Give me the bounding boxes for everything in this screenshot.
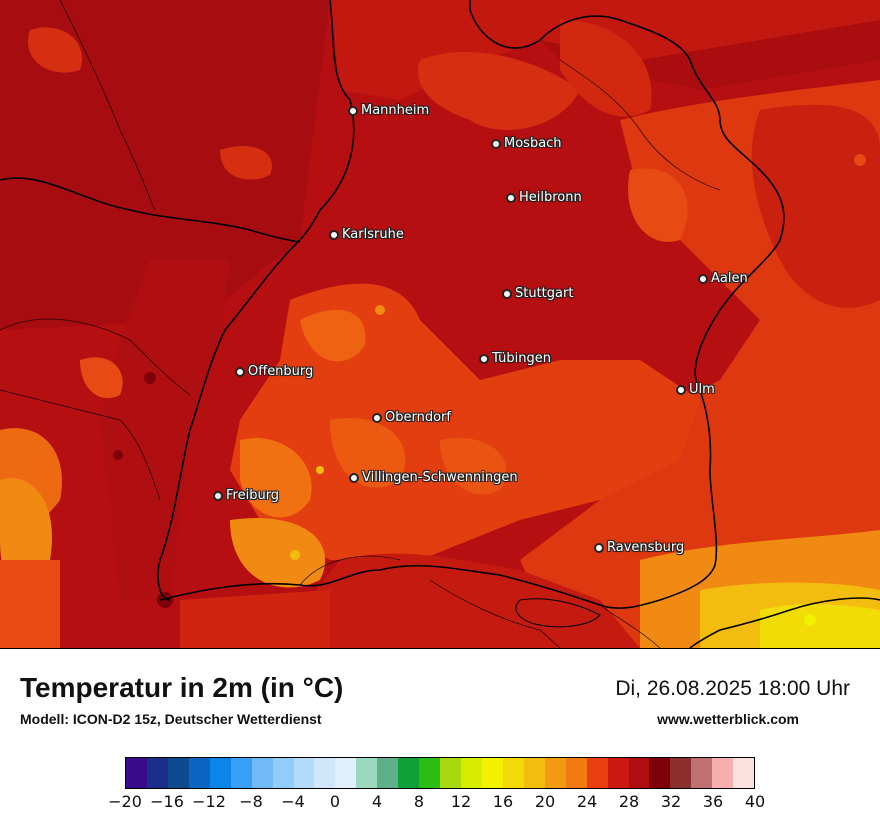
legend-swatch: [649, 758, 671, 788]
legend-tick-label: 36: [702, 792, 724, 811]
legend-swatch: [481, 758, 503, 788]
legend-tick-label: −8: [239, 792, 263, 811]
legend-tick-label: 24: [576, 792, 598, 811]
city-dot-icon: [491, 138, 501, 149]
legend-swatch: [293, 758, 315, 788]
temperature-map: Mannheim Mosbach Heilbronn Karlsruhe Aal…: [0, 0, 880, 649]
city-label: Oberndorf: [385, 410, 451, 425]
forecast-datetime: Di, 26.08.2025 18:00 Uhr: [615, 677, 850, 700]
city-dot-icon: [213, 490, 223, 501]
temperature-field: [0, 0, 880, 648]
legend-swatch: [335, 758, 357, 788]
legend-swatch: [126, 758, 147, 788]
city-dot-icon: [372, 412, 382, 423]
city-label: Tübingen: [492, 351, 551, 366]
legend-swatch: [272, 758, 294, 788]
city-label: Ravensburg: [607, 540, 685, 555]
city-dot-icon: [349, 472, 359, 483]
city-marker-ulm: Ulm: [676, 382, 715, 397]
legend-tick-label: 28: [618, 792, 640, 811]
legend-tick-label: 12: [450, 792, 472, 811]
model-source: Modell: ICON-D2 15z, Deutscher Wetterdie…: [20, 711, 322, 727]
city-label: Heilbronn: [519, 190, 582, 205]
city-dot-icon: [698, 273, 708, 284]
legend-swatch: [607, 758, 629, 788]
city-marker-freiburg: Freiburg: [213, 488, 279, 503]
legend-swatch: [586, 758, 608, 788]
website-credit: www.wetterblick.com: [657, 711, 799, 727]
city-label: Freiburg: [226, 488, 280, 503]
legend-tick-label: −4: [281, 792, 305, 811]
legend-swatch: [188, 758, 210, 788]
legend-swatch: [419, 758, 441, 788]
legend-swatch: [209, 758, 231, 788]
city-label: Ulm: [689, 382, 715, 397]
legend-tick-label: −16: [150, 792, 184, 811]
city-label: Stuttgart: [515, 286, 574, 301]
city-marker-oberndorf: Oberndorf: [372, 410, 451, 425]
city-dot-icon: [506, 192, 516, 203]
city-dot-icon: [502, 288, 512, 299]
legend-tick-label: 0: [329, 792, 341, 811]
legend-swatch: [461, 758, 482, 788]
legend-tick-label: −12: [192, 792, 226, 811]
legend-swatch: [230, 758, 252, 788]
city-label: Mosbach: [504, 136, 562, 151]
legend-swatch: [146, 758, 168, 788]
legend-swatch: [691, 758, 713, 788]
legend-swatch: [251, 758, 273, 788]
legend-tick-label: 16: [492, 792, 514, 811]
city-marker-aalen: Aalen: [698, 271, 748, 286]
city-dot-icon: [348, 105, 358, 116]
city-marker-villingen-schwenningen: Villingen-Schwenningen: [349, 470, 518, 485]
city-label: Mannheim: [361, 103, 430, 118]
city-marker-mosbach: Mosbach: [491, 136, 562, 151]
city-marker-stuttgart: Stuttgart: [502, 286, 573, 301]
legend-swatch: [167, 758, 189, 788]
color-scale-legend: [125, 757, 755, 789]
legend-tick-label: 40: [744, 792, 766, 811]
city-label: Offenburg: [248, 364, 314, 379]
legend-swatch: [544, 758, 566, 788]
legend-tick-label: −20: [108, 792, 142, 811]
city-dot-icon: [479, 353, 489, 364]
legend-tick-label: 4: [371, 792, 383, 811]
legend-swatch: [523, 758, 545, 788]
legend-swatch: [712, 758, 734, 788]
city-dot-icon: [594, 542, 604, 553]
legend-tick-label: 20: [534, 792, 556, 811]
color-scale-ticks: −20 −16 −12 −8 −4 0 4 8 12 16 20 24 28 32 36 40: [108, 792, 765, 822]
city-label: Karlsruhe: [342, 227, 404, 242]
city-marker-mannheim: Mannheim: [348, 103, 429, 118]
map-title: Temperatur in 2m (in °C): [20, 672, 344, 703]
legend-swatch: [628, 758, 650, 788]
legend-tick-label: 8: [413, 792, 425, 811]
city-marker-heilbronn: Heilbronn: [506, 190, 582, 205]
legend-swatch: [670, 758, 692, 788]
legend-swatch: [440, 758, 461, 788]
legend-swatch: [314, 758, 336, 788]
city-label: Villingen-Schwenningen: [362, 470, 518, 485]
legend-swatch: [502, 758, 524, 788]
legend-swatch: [398, 758, 420, 788]
city-marker-tuebingen: Tübingen: [479, 351, 551, 366]
city-marker-karlsruhe: Karlsruhe: [329, 227, 404, 242]
city-dot-icon: [676, 384, 686, 395]
city-dot-icon: [329, 229, 339, 240]
city-marker-ravensburg: Ravensburg: [594, 540, 684, 555]
legend-swatch: [377, 758, 399, 788]
city-label: Aalen: [711, 271, 748, 286]
legend-swatch: [565, 758, 587, 788]
legend-swatch: [733, 758, 755, 788]
legend-swatch: [356, 758, 378, 788]
legend-tick-label: 32: [660, 792, 682, 811]
city-marker-offenburg: Offenburg: [235, 364, 313, 379]
city-dot-icon: [235, 366, 245, 377]
